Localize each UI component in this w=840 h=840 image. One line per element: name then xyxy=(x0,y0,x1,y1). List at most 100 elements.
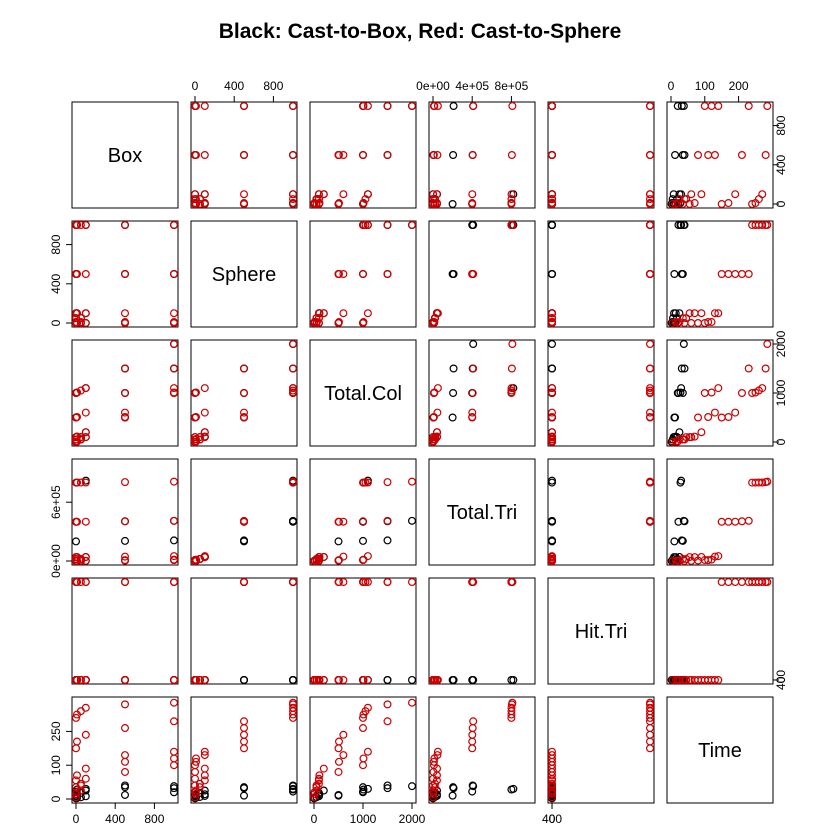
point-cast-to-sphere-15-r3c2 xyxy=(359,517,368,526)
point-cast-to-sphere-11-r4c0 xyxy=(81,675,90,684)
panel-2-4 xyxy=(547,339,655,447)
point-cast-to-sphere-21-r2c4 xyxy=(645,364,654,373)
diagonal-label-total-tri: Total.Tri xyxy=(447,502,517,524)
point-cast-to-sphere-24-r2c5 xyxy=(707,388,716,397)
point-cast-to-sphere-23-r2c0 xyxy=(120,413,129,422)
point-cast-to-sphere-20-r0c5 xyxy=(758,190,767,199)
y-tick-label-right-Total.Col-0: 0 xyxy=(774,438,788,445)
point-cast-to-sphere-25-r5c4 xyxy=(547,751,556,760)
point-cast-to-box-16-r4c1 xyxy=(240,675,249,684)
panel-1-5 xyxy=(666,220,774,328)
point-cast-to-sphere-27-r4c3 xyxy=(429,675,438,684)
panel-5-4 xyxy=(547,696,655,804)
point-cast-to-sphere-24-r5c1 xyxy=(191,754,200,763)
point-cast-to-sphere-27-r0c5 xyxy=(675,195,684,204)
point-cast-to-box-15-r5c0 xyxy=(170,782,179,791)
point-cast-to-sphere-16-r2c0 xyxy=(170,364,179,373)
point-cast-to-sphere-24-r4c2 xyxy=(359,675,368,684)
point-cast-to-sphere-20-r4c0 xyxy=(81,577,90,586)
point-cast-to-sphere-24-r0c3 xyxy=(430,101,439,110)
point-cast-to-box-18-r2c5 xyxy=(676,388,685,397)
panel-5-0 xyxy=(71,696,179,804)
point-cast-to-sphere-20-r3c5 xyxy=(758,478,767,487)
point-cast-to-sphere-15-r5c4 xyxy=(645,724,654,733)
y-tick-label-right-Box-1: 400 xyxy=(774,154,788,174)
point-cast-to-sphere-14-r0c1 xyxy=(240,190,249,199)
point-cast-to-sphere-27-r3c0 xyxy=(76,556,85,565)
point-cast-to-box-16-r3c5 xyxy=(670,537,679,546)
point-cast-to-sphere-23-r0c3 xyxy=(429,151,438,160)
panel-4-4 xyxy=(547,577,655,685)
point-cast-to-sphere-4-r2c5 xyxy=(694,413,703,422)
point-cast-to-sphere-16-r2c3 xyxy=(469,364,478,373)
x-tick-label-bottom-Box-0: 0 xyxy=(73,812,80,826)
point-cast-to-box-14-r3c2 xyxy=(383,536,392,545)
point-cast-to-sphere-25-r1c2 xyxy=(339,309,348,318)
point-cast-to-sphere-5-r0c5 xyxy=(700,101,709,110)
point-cast-to-sphere-22-r5c0 xyxy=(170,698,179,707)
point-cast-to-sphere-22-r4c3 xyxy=(508,577,517,586)
point-cast-to-sphere-12-r5c1 xyxy=(240,744,249,753)
point-cast-to-sphere-27-r2c4 xyxy=(547,435,556,444)
point-cast-to-sphere-22-r0c4 xyxy=(645,101,654,110)
point-cast-to-box-12-r2c3 xyxy=(449,389,458,398)
point-cast-to-sphere-16-r3c0 xyxy=(170,516,179,525)
point-cast-to-box-14-r2c4 xyxy=(548,364,557,373)
point-cast-to-sphere-21-r0c5 xyxy=(761,151,770,160)
point-cast-to-sphere-22-r0c1 xyxy=(289,101,298,110)
panel-5-1 xyxy=(190,696,298,804)
point-cast-to-box-17-r4c3 xyxy=(468,675,477,684)
point-cast-to-sphere-5-r5c0 xyxy=(170,761,179,770)
point-cast-to-sphere-16-r3c2 xyxy=(383,516,392,525)
point-cast-to-sphere-11-r0c5 xyxy=(697,190,706,199)
point-cast-to-sphere-19-r4c0 xyxy=(76,577,85,586)
point-cast-to-sphere-25-r0c5 xyxy=(710,151,719,160)
point-cast-to-box-19-r4c3 xyxy=(509,675,518,684)
point-cast-to-sphere-14-r3c2 xyxy=(339,517,348,526)
point-cast-to-sphere-13-r0c5 xyxy=(724,199,733,208)
panel-0-3 xyxy=(428,101,536,209)
point-cast-to-sphere-16-r5c2 xyxy=(383,717,392,726)
point-cast-to-sphere-13-r5c4 xyxy=(645,737,654,746)
point-cast-to-sphere-21-r0c1 xyxy=(289,151,298,160)
point-cast-to-sphere-3-r2c0 xyxy=(81,433,90,442)
point-cast-to-box-14-r0c3 xyxy=(449,101,458,110)
point-cast-to-box-16-r5c2 xyxy=(334,791,343,800)
point-cast-to-sphere-16-r5c3 xyxy=(469,717,478,726)
point-cast-to-sphere-13-r5c0 xyxy=(72,737,81,746)
point-cast-to-sphere-14-r0c5 xyxy=(731,190,740,199)
point-cast-to-sphere-15-r5c0 xyxy=(120,724,129,733)
point-cast-to-sphere-14-r2c1 xyxy=(240,408,249,417)
point-cast-to-sphere-13-r1c5 xyxy=(724,270,733,279)
point-cast-to-box-5-r0c5 xyxy=(673,101,682,110)
point-cast-to-sphere-9-r0c4 xyxy=(547,199,556,208)
point-cast-to-sphere-23-r1c5 xyxy=(704,318,713,327)
y-tick-label-right-Total.Col-2: 2000 xyxy=(774,330,788,357)
point-cast-to-sphere-22-r4c5 xyxy=(763,577,772,586)
point-cast-to-sphere-12-r0c5 xyxy=(717,200,726,209)
point-cast-to-sphere-26-r2c1 xyxy=(200,384,209,393)
y-tick-label-right-Hit.Tri-0: 0 xyxy=(774,676,788,683)
point-cast-to-sphere-24-r5c0 xyxy=(170,754,179,763)
point-cast-to-sphere-1-r0c1 xyxy=(191,199,200,208)
point-cast-to-sphere-6-r5c1 xyxy=(191,789,200,798)
point-cast-to-box-19-r2c5 xyxy=(677,384,686,393)
diagonal-label-total-col: Total.Col xyxy=(324,383,402,405)
point-cast-to-sphere-19-r1c0 xyxy=(76,221,85,230)
point-cast-to-sphere-26-r0c3 xyxy=(433,101,442,110)
point-cast-to-box-12-r3c2 xyxy=(359,536,368,545)
point-cast-to-sphere-5-r5c2 xyxy=(359,761,368,770)
point-cast-to-sphere-21-r2c5 xyxy=(761,364,770,373)
x-tick-label-bottom-Total.Col-0: 0 xyxy=(311,812,318,826)
point-cast-to-sphere-27-r1c0 xyxy=(76,318,85,327)
point-cast-to-sphere-27-r0c2 xyxy=(312,195,321,204)
point-cast-to-sphere-26-r0c5 xyxy=(714,101,723,110)
point-cast-to-sphere-8-r4c5 xyxy=(685,675,694,684)
point-cast-to-sphere-14-r2c0 xyxy=(81,408,90,417)
point-cast-to-sphere-25-r5c2 xyxy=(339,751,348,760)
point-cast-to-sphere-16-r3c5 xyxy=(744,516,753,525)
point-cast-to-sphere-11-r3c5 xyxy=(697,552,706,561)
point-cast-to-sphere-22-r5c4 xyxy=(645,698,654,707)
point-cast-to-sphere-27-r5c2 xyxy=(312,786,321,795)
point-cast-to-sphere-3-r0c1 xyxy=(191,190,200,199)
